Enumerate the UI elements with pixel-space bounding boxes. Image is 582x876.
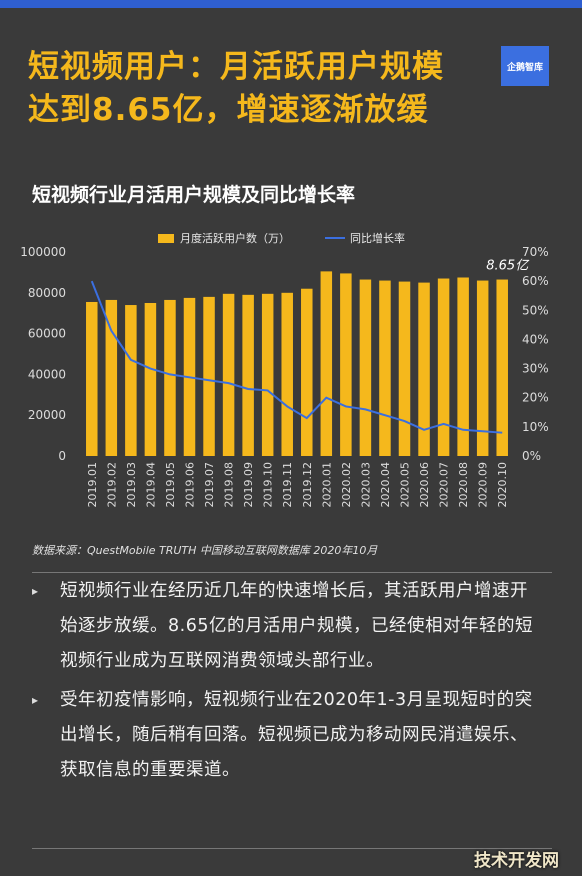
x-tick-label: 2020.08 xyxy=(457,462,470,508)
x-tick-label: 2019.03 xyxy=(125,462,138,508)
bullet-item: ▸ 受年初疫情影响，短视频行业在2020年1-3月呈现短时的突出增长，随后稍有回… xyxy=(32,683,542,788)
legend-bar-label: 月度活跃用户数（万） xyxy=(180,231,290,245)
bar xyxy=(105,299,118,456)
y-left-tick-label: 40000 xyxy=(28,367,66,381)
bullet-item: ▸ 短视频行业在经历近几年的快速增长后，其活跃用户增速开始逐步放缓。8.65亿的… xyxy=(32,574,542,679)
x-tick-label: 2019.09 xyxy=(242,462,255,508)
bar xyxy=(418,282,430,456)
x-tick-label: 2019.10 xyxy=(262,462,275,508)
x-tick-label: 2020.03 xyxy=(359,462,372,508)
logo-text: 企鹅智库 xyxy=(506,62,543,73)
y-left-tick-label: 100000 xyxy=(20,245,66,259)
bar-annotation-label: 8.65亿 xyxy=(486,259,530,274)
bar xyxy=(203,296,215,456)
legend-bar-swatch xyxy=(158,234,174,243)
bullet-marker: ▸ xyxy=(32,584,39,598)
y-left-tick-label: 60000 xyxy=(28,327,66,341)
bar xyxy=(340,273,352,456)
data-source-note: 数据来源：QuestMobile TRUTH 中国移动互联网数据库 2020年1… xyxy=(32,544,378,557)
bar xyxy=(476,280,489,456)
x-tick-label: 2019.04 xyxy=(144,462,157,508)
x-tick-label: 2020.07 xyxy=(438,462,451,508)
bar xyxy=(261,293,274,456)
watermark: 技术开发网 xyxy=(474,851,559,871)
bullet-text: 受年初疫情影响，短视频行业在2020年1-3月呈现短时的突出增长，随后稍有回落。… xyxy=(60,690,533,780)
bar xyxy=(164,299,176,456)
x-tick-label: 2020.01 xyxy=(320,462,333,508)
bullet-list: ▸ 短视频行业在经历近几年的快速增长后，其活跃用户增速开始逐步放缓。8.65亿的… xyxy=(32,574,542,792)
y-left-tick-label: 20000 xyxy=(28,408,66,422)
title-line-2: 达到8.65亿，增速逐渐放缓 xyxy=(28,92,429,128)
y-right-tick-label: 10% xyxy=(522,420,549,434)
bar xyxy=(496,279,508,456)
bar xyxy=(144,303,157,456)
bar xyxy=(457,277,469,456)
bar xyxy=(437,278,450,456)
bar xyxy=(398,281,411,456)
x-tick-label: 2020.06 xyxy=(418,462,431,508)
chart-title: 短视频行业月活用户规模及同比增长率 xyxy=(32,184,356,206)
title-line-1: 短视频用户：月活跃用户规模 xyxy=(28,49,444,85)
x-tick-label: 2019.02 xyxy=(105,462,118,508)
brand-logo: 企鹅智库 xyxy=(501,46,549,86)
bar xyxy=(301,288,313,456)
x-tick-label: 2020.09 xyxy=(477,462,490,508)
combo-chart: 0 20000 40000 60000 80000 100000 0% 10% 20% 30% 40… xyxy=(20,231,549,508)
bar xyxy=(320,271,333,456)
bar xyxy=(222,293,235,456)
y-right-tick-label: 0% xyxy=(522,449,541,463)
bullet-marker: ▸ xyxy=(32,693,39,707)
x-tick-label: 2019.11 xyxy=(281,462,294,508)
bar xyxy=(379,280,391,456)
y-right-tick-label: 40% xyxy=(522,332,549,346)
y-right-tick-label: 60% xyxy=(522,274,549,288)
x-tick-label: 2020.10 xyxy=(496,462,509,508)
x-tick-label: 2020.02 xyxy=(340,462,353,508)
bar xyxy=(86,301,98,456)
bar xyxy=(125,305,137,456)
y-right-tick-label: 30% xyxy=(522,362,549,376)
y-right-tick-label: 70% xyxy=(522,245,549,259)
y-left-tick-label: 80000 xyxy=(28,286,66,300)
divider-bottom xyxy=(32,848,552,849)
bar xyxy=(242,294,254,456)
x-tick-label: 2019.01 xyxy=(86,462,99,508)
x-tick-label: 2019.06 xyxy=(184,462,197,508)
page-title: 短视频用户：月活跃用户规模 达到8.65亿，增速逐渐放缓 xyxy=(28,46,498,132)
bullet-text: 短视频行业在经历近几年的快速增长后，其活跃用户增速开始逐步放缓。8.65亿的月活… xyxy=(60,581,533,671)
top-accent-bar xyxy=(0,0,582,8)
x-tick-label: 2020.05 xyxy=(399,462,412,508)
x-tick-label: 2020.04 xyxy=(379,462,392,508)
x-tick-label: 2019.05 xyxy=(164,462,177,508)
divider-top xyxy=(32,572,552,573)
legend-line-label: 同比增长率 xyxy=(350,231,405,245)
y-right-tick-label: 50% xyxy=(522,303,549,317)
bar xyxy=(359,279,372,456)
x-tick-label: 2019.08 xyxy=(223,462,236,508)
y-left-tick-label: 0 xyxy=(58,449,66,463)
y-right-tick-label: 20% xyxy=(522,391,549,405)
growth-rate-line xyxy=(90,280,503,434)
x-tick-label: 2019.07 xyxy=(203,462,216,508)
bar xyxy=(281,292,293,456)
x-tick-label: 2019.12 xyxy=(301,462,314,508)
